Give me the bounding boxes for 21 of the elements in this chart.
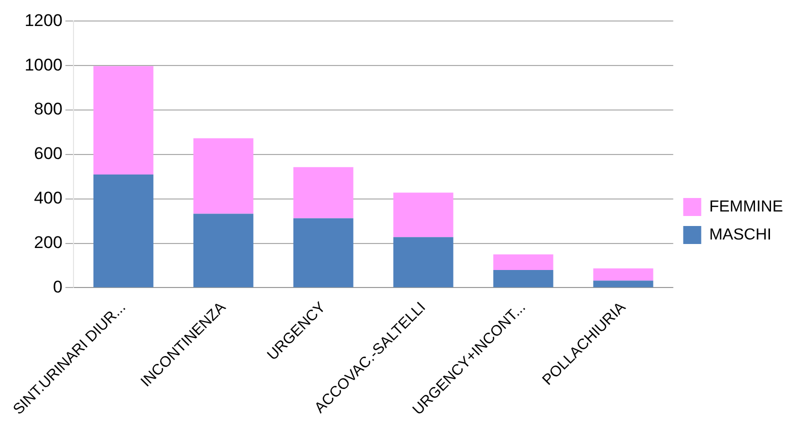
y-tick-label: 0 (52, 277, 62, 296)
y-tick-label: 600 (34, 144, 62, 164)
bar (293, 218, 354, 288)
bar (393, 192, 454, 238)
legend-label: MASCHI (709, 226, 772, 244)
bar (193, 214, 254, 288)
y-tick-label: 800 (34, 100, 62, 119)
bar (293, 167, 354, 218)
bar (493, 270, 554, 288)
bar (93, 66, 154, 174)
bar (193, 138, 254, 214)
y-tick-label: 1000 (24, 55, 62, 74)
y-tick-label: 200 (34, 232, 62, 252)
bar (393, 237, 454, 288)
bar (593, 280, 654, 288)
bar (493, 254, 554, 270)
y-tick-label: 1200 (24, 10, 62, 30)
bar (93, 174, 154, 288)
y-tick-label: 400 (34, 188, 62, 208)
legend-label: FEMMINE (709, 198, 784, 216)
bar (593, 268, 654, 281)
